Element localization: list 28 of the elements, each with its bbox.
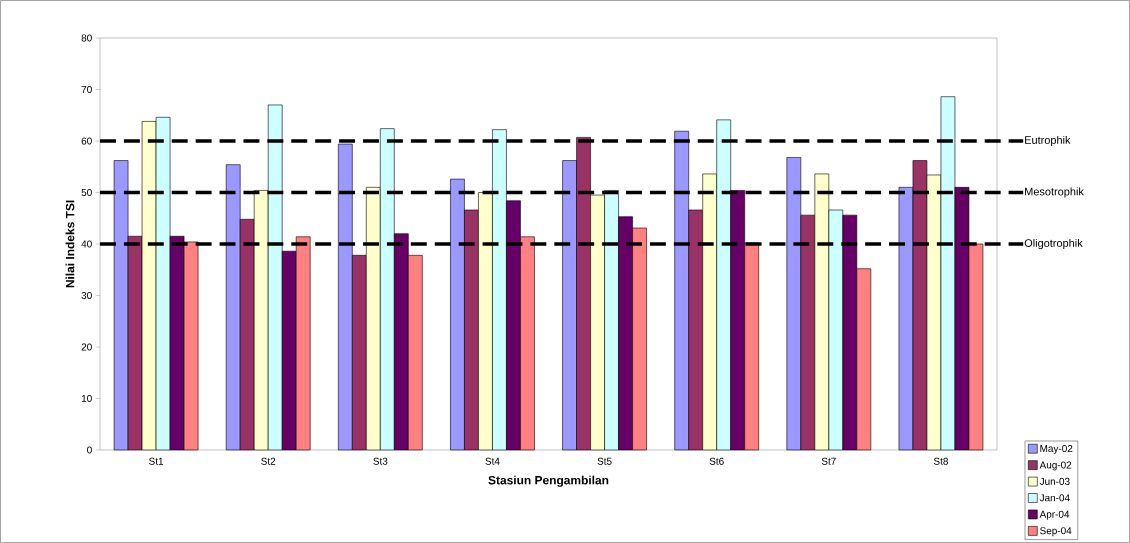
y-tick-label: 10 xyxy=(81,394,92,403)
y-tick-label: 0 xyxy=(87,446,92,454)
x-axis-title: Stasiun Pengambilan xyxy=(488,475,609,487)
y-tick-label: 20 xyxy=(81,343,92,351)
y-tick-label: 80 xyxy=(81,34,92,42)
x-tick-label: St8 xyxy=(933,457,948,465)
x-tick-label: St7 xyxy=(821,457,836,465)
legend-label: Jun-03 xyxy=(1039,477,1070,485)
ref-line-label: Eutrophik xyxy=(1025,135,1071,147)
x-tick-label: St6 xyxy=(709,457,724,465)
x-tick-label: St5 xyxy=(597,457,612,465)
legend-label: Aug-02 xyxy=(1039,461,1072,471)
x-tick-label: St3 xyxy=(373,457,388,465)
y-tick-label: 70 xyxy=(81,85,92,94)
legend-label: Jan-04 xyxy=(1039,494,1070,502)
legend-label: Apr-04 xyxy=(1039,510,1070,520)
y-tick-label: 50 xyxy=(81,188,92,197)
x-tick-label: St4 xyxy=(485,457,500,465)
y-tick-label: 60 xyxy=(81,137,92,145)
y-axis-title: Nilai Indeks TSI xyxy=(65,200,75,288)
ref-line-label: Oligotrophik xyxy=(1024,238,1083,250)
legend-label: Sep-04 xyxy=(1040,527,1072,537)
ref-line-label: Mesotrophik xyxy=(1025,187,1084,198)
x-tick-label: St1 xyxy=(149,457,164,465)
y-tick-label: 40 xyxy=(81,240,92,248)
x-tick-label: St2 xyxy=(261,457,276,465)
legend-label: May-02 xyxy=(1040,444,1073,455)
y-tick-label: 30 xyxy=(81,291,92,300)
